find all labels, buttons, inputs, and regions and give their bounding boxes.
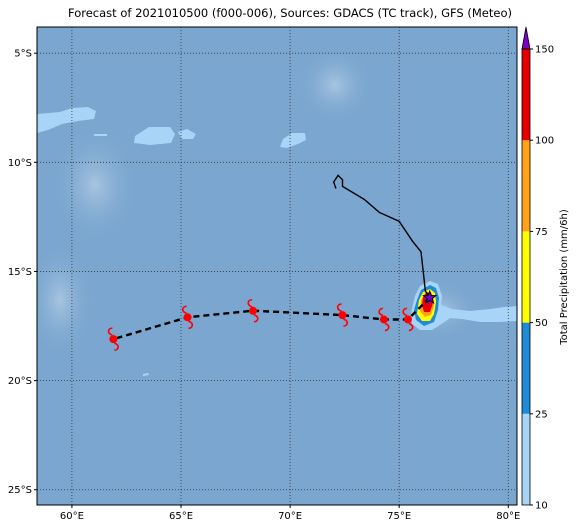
storm-marker [107,327,119,351]
lon-tick-label: 75°E [387,511,411,522]
lat-tick-label: 20°S [8,376,32,387]
lon-tick-label: 70°E [278,511,302,522]
lat-tick-label: 25°S [8,485,32,496]
precip-patch [134,127,175,145]
lat-tick-label: 5°S [14,49,32,60]
map-title: Forecast of 2021010500 (f000-006), Sourc… [68,6,512,20]
colorbar-tick-label: 100 [535,136,554,147]
map-frame [36,26,518,506]
grid-lines [37,27,517,505]
current-position-star [422,289,438,305]
colorbar-extend-arrow [521,26,531,50]
cloud-shading [37,240,95,360]
colorbar-tick-label: 150 [535,45,554,56]
lat-tick-label: 15°S [8,267,32,278]
colorbar-tick-label: 25 [535,409,548,420]
precip-patch [280,133,306,148]
lon-tick-label: 80°E [496,511,520,522]
ocean-background [37,27,517,505]
cyclone-tracks [107,174,438,351]
colorbar: 10 25 50 75 100 150 Total Precipitation (mm/6h… [521,26,570,512]
lon-tick-label: 65°E [169,511,193,522]
cloud-shading [50,125,140,245]
colorbar-tick-label: 10 [535,501,548,512]
storm-marker [378,307,390,332]
storm-marker [181,305,194,330]
storm-marker [336,303,349,327]
precip-patch [37,107,96,133]
storm-marker [247,298,259,323]
colorbar-band [522,322,530,414]
observed-track-line [332,174,431,298]
precip-patch [178,129,196,139]
colorbar-label: Total Precipitation (mm/6h) [559,209,570,346]
lon-tick-label: 60°E [60,511,84,522]
cloud-shading [295,45,375,125]
colorbar-band [522,231,530,323]
lat-tick-label: 10°S [8,158,32,169]
colorbar-frame [521,48,531,506]
precip-patch [94,134,107,136]
storm-marker [402,307,414,332]
precip-patch [143,373,149,376]
colorbar-band [522,140,530,232]
map-axes: 60°E 65°E 70°E 75°E 80°E 5°S 10°S 15°S 20°S 25°S [8,49,520,522]
colorbar-tick-label: 50 [535,318,548,329]
colorbar-band [522,49,530,141]
colorbar-band [522,413,530,505]
colorbar-tick-label: 75 [535,227,548,238]
